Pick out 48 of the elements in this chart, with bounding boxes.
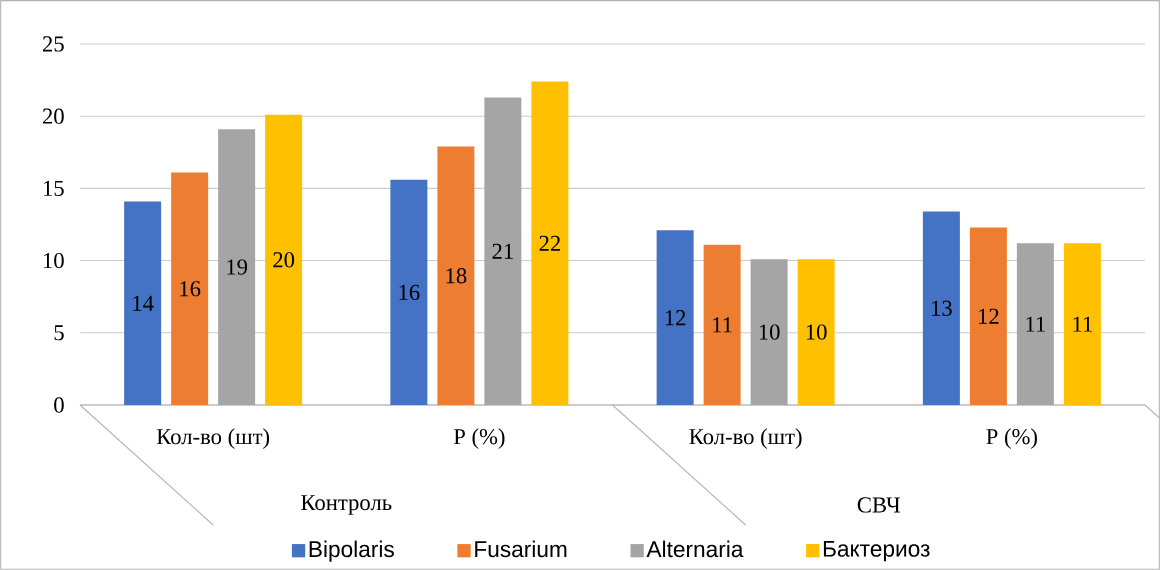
- bar: [484, 97, 522, 405]
- data-label: 10: [806, 324, 827, 340]
- x-tick-label: Кол-во (шт): [156, 428, 270, 449]
- data-label: 14: [133, 295, 154, 311]
- data-label: 20: [273, 252, 295, 268]
- y-tick-label: 15: [43, 180, 64, 196]
- bar: [265, 114, 303, 405]
- y-tick-label: 25: [42, 36, 64, 52]
- bar: [124, 201, 162, 405]
- legend-label: Fusarium: [475, 540, 567, 558]
- bar: [218, 129, 256, 405]
- x-tick-label: Кол-во (шт): [689, 428, 802, 449]
- y-tick-label: 10: [43, 252, 64, 269]
- bar: [703, 244, 741, 405]
- bar: [531, 81, 569, 405]
- bar: [390, 179, 428, 405]
- data-label: 16: [399, 284, 420, 300]
- data-label: 13: [932, 300, 952, 316]
- legend-label: Alternaria: [646, 540, 744, 558]
- text: Контроль: [301, 495, 392, 515]
- data-label: 22: [539, 235, 560, 251]
- data-label: 16: [180, 281, 201, 297]
- bar: [797, 259, 835, 405]
- bar: [437, 146, 475, 405]
- bar: [750, 259, 788, 405]
- data-label: 11: [713, 317, 732, 333]
- y-tick-label: 0: [54, 397, 64, 413]
- data-label: 11: [1026, 316, 1045, 332]
- x-tick-label: Р (%): [986, 428, 1037, 449]
- data-label: 21: [492, 243, 513, 259]
- bar: [969, 227, 1007, 405]
- y-tick-label: 20: [42, 108, 64, 124]
- data-label: 19: [227, 259, 248, 275]
- bar: [171, 172, 209, 405]
- x-tick-label: Р (%): [453, 428, 505, 449]
- bar: [656, 230, 694, 405]
- data-label: 12: [979, 308, 999, 324]
- text: СВЧ: [857, 497, 901, 513]
- data-label: 18: [446, 268, 467, 284]
- legend-label: Бактериоз: [823, 540, 930, 562]
- y-tick-label: 5: [54, 325, 64, 341]
- legend-label: Bipolaris: [309, 540, 394, 562]
- bar: [922, 211, 960, 405]
- data-label: 10: [759, 324, 780, 340]
- data-label: 12: [665, 310, 686, 326]
- bar: [1016, 243, 1054, 405]
- data-label: 11: [1073, 316, 1092, 332]
- bar: [1063, 243, 1101, 405]
